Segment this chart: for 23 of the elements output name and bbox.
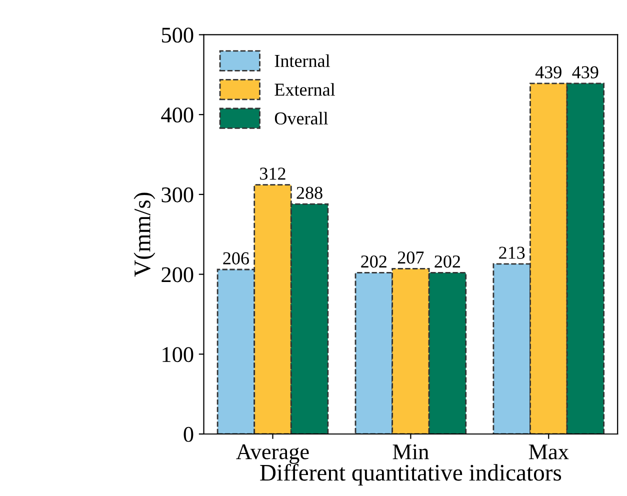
data-label: 439	[572, 66, 598, 78]
x-tick-label: Min	[392, 444, 429, 460]
y-tick-label: 100	[162, 347, 194, 362]
y-tick-label: 500	[162, 28, 194, 43]
legend-label: External	[274, 83, 335, 96]
x-tick-label: Average	[236, 444, 309, 464]
data-label: 439	[535, 66, 562, 78]
y-tick-label: 200	[162, 267, 194, 282]
x-axis-title: Different quantitative indicators	[260, 464, 562, 486]
data-label: 213	[499, 246, 525, 259]
legend-label: Internal	[274, 54, 330, 68]
data-label: 288	[296, 186, 322, 199]
data-label: 206	[223, 252, 249, 264]
data-label: 202	[361, 255, 386, 268]
data-label: 207	[398, 251, 424, 264]
y-tick-label: 400	[161, 108, 194, 123]
legend-label: Overall	[274, 112, 328, 125]
x-tick-label: Max	[528, 444, 569, 460]
y-tick-label: 0	[184, 426, 194, 442]
data-label: 202	[434, 255, 460, 268]
data-label: 312	[260, 168, 286, 180]
y-tick-label: 300	[162, 187, 194, 202]
y-axis-title: V(mm/s)	[134, 192, 156, 277]
